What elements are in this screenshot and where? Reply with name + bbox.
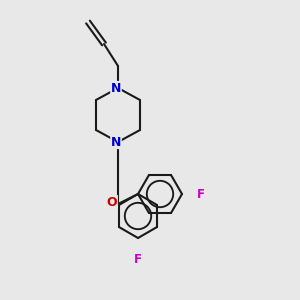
Text: N: N bbox=[111, 136, 121, 148]
Text: F: F bbox=[134, 253, 142, 266]
Text: O: O bbox=[107, 196, 117, 208]
Text: F: F bbox=[197, 188, 205, 200]
Text: N: N bbox=[111, 82, 121, 94]
